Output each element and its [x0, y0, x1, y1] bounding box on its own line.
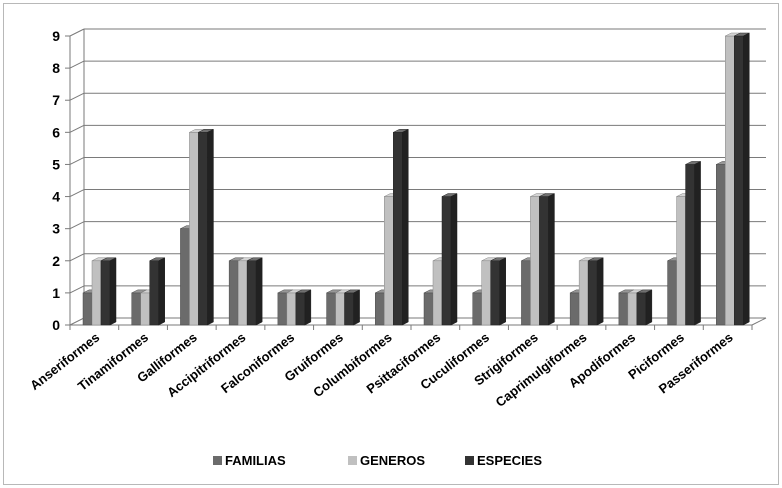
bar-side — [694, 161, 701, 326]
bar — [481, 260, 491, 326]
legend-swatch — [348, 456, 357, 465]
bar — [82, 292, 93, 326]
legend-swatch — [465, 456, 474, 465]
bar — [180, 228, 190, 326]
bar — [198, 132, 208, 326]
y-tick-label: 4 — [52, 189, 60, 205]
bar — [734, 35, 744, 326]
bar-side — [743, 32, 750, 326]
bar — [618, 292, 629, 326]
bar-side — [450, 193, 458, 326]
bar-side — [255, 257, 263, 326]
y-tick-label: 7 — [52, 92, 60, 108]
bar — [335, 292, 345, 326]
bar — [140, 292, 150, 326]
bar — [530, 196, 540, 326]
bar — [423, 292, 434, 326]
bar — [716, 164, 726, 326]
y-tick-label: 3 — [52, 221, 60, 237]
bar-side — [645, 289, 653, 326]
gridline-depth — [69, 156, 85, 165]
gridline-depth — [69, 92, 85, 101]
bar-side — [596, 257, 604, 326]
bar — [667, 260, 677, 326]
bar-side — [207, 128, 214, 326]
y-tick-label: 5 — [52, 156, 60, 172]
bar — [131, 292, 141, 326]
bar — [587, 260, 598, 326]
floor-edge — [751, 317, 767, 326]
bar — [295, 292, 306, 326]
legend-label: ESPECIES — [477, 453, 542, 468]
bar-side — [499, 257, 506, 326]
legend-label: GENEROS — [360, 453, 425, 468]
bar — [578, 260, 589, 326]
gridline-depth — [69, 285, 85, 294]
bar — [490, 260, 500, 326]
bar — [472, 292, 482, 326]
gridline-depth — [69, 60, 85, 69]
y-tick-label: 0 — [52, 317, 60, 333]
bar-side — [402, 128, 409, 326]
bar — [326, 292, 336, 326]
bar — [627, 292, 638, 326]
gridline-depth — [69, 189, 85, 198]
bar — [277, 292, 288, 326]
bar — [246, 260, 257, 326]
y-tick-label: 8 — [52, 60, 60, 76]
bar — [725, 35, 735, 326]
y-tick-label: 6 — [52, 124, 60, 140]
gridline-depth — [69, 124, 85, 133]
legend-label: FAMILIAS — [225, 453, 286, 468]
bar — [149, 260, 159, 326]
gridline-depth — [69, 317, 85, 326]
y-tick-label: 9 — [52, 28, 60, 44]
bar — [189, 132, 199, 326]
bar — [384, 196, 394, 326]
gridline-depth — [69, 221, 85, 230]
y-tick-label: 1 — [52, 285, 60, 301]
bar-side — [109, 257, 117, 326]
y-tick-label: 2 — [52, 253, 60, 269]
bar — [100, 260, 111, 326]
legend-swatch — [213, 456, 222, 465]
bar — [676, 196, 686, 326]
bar — [441, 196, 452, 326]
gridline-depth — [69, 253, 85, 262]
bar — [344, 292, 354, 326]
x-tick-label: Caprimulgiformes — [493, 330, 590, 410]
bar — [375, 292, 385, 326]
bar — [228, 260, 239, 326]
bar — [432, 260, 443, 326]
bar-side — [353, 289, 360, 326]
bar — [393, 132, 403, 326]
bar — [521, 260, 531, 326]
gridline-depth — [69, 28, 85, 37]
bar-side — [548, 193, 555, 326]
bar — [636, 292, 647, 326]
bar-side — [158, 257, 165, 326]
bar — [685, 164, 695, 326]
bar — [569, 292, 580, 326]
bar-side — [304, 289, 312, 326]
bar — [539, 196, 549, 326]
bar — [237, 260, 248, 326]
bar — [286, 292, 297, 326]
bar — [91, 260, 102, 326]
